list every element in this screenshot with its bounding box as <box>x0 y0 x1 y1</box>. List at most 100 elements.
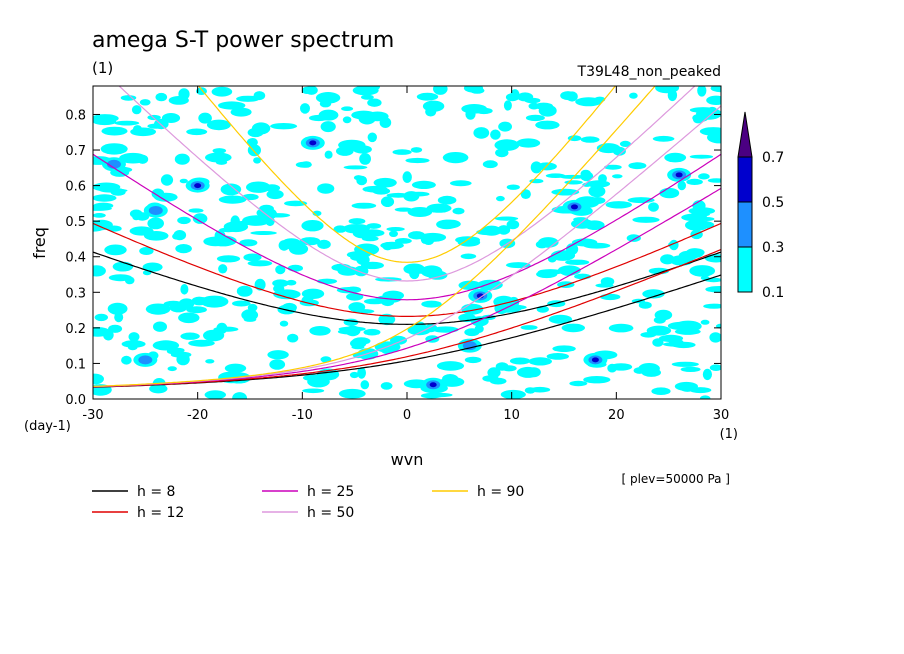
contour-blob <box>299 237 321 246</box>
colorbar-label: 0.5 <box>762 195 784 211</box>
contour-blob <box>405 157 430 164</box>
contour-blob <box>604 164 622 170</box>
contour-blob <box>155 92 168 102</box>
inertio-gravity-curve <box>93 153 721 301</box>
contour-blob <box>667 89 678 102</box>
contour-blob <box>526 367 541 378</box>
contour-blob <box>346 251 371 259</box>
legend-label: h = 12 <box>137 505 184 521</box>
dispersion-curves <box>93 86 721 388</box>
contour-spot-core <box>429 382 437 388</box>
contour-blob <box>501 365 517 372</box>
contour-blob <box>286 279 297 286</box>
contour-blob <box>173 230 187 241</box>
contour-blob <box>342 116 352 124</box>
contour-blob <box>680 366 701 372</box>
contour-blob <box>236 285 253 297</box>
contour-blob <box>333 225 347 233</box>
colorbar-label: 0.1 <box>762 285 784 301</box>
contour-blob <box>224 363 247 373</box>
contour-blob <box>266 189 284 200</box>
contour-blob <box>301 288 325 299</box>
x-axis: -30 -20 -10 0 10 20 30 <box>82 86 729 423</box>
contour-blob <box>119 152 147 164</box>
contour-blob <box>93 114 119 123</box>
x-tick-label: -10 <box>292 408 313 423</box>
inertio-gravity-curve <box>197 86 617 263</box>
contour-blob <box>287 264 303 272</box>
contour-blob <box>354 309 375 314</box>
x-tick-label: 10 <box>503 408 520 423</box>
run-label: T39L48_non_peaked <box>577 64 721 80</box>
contour-blob <box>346 292 364 301</box>
contour-blob <box>360 380 370 390</box>
colorbar-band-0 <box>737 246 753 293</box>
contour-blob <box>520 325 538 330</box>
contour-blob <box>535 120 560 130</box>
contour-blob <box>160 174 174 186</box>
contour-blob <box>610 363 633 371</box>
x-tick-label: 0 <box>403 408 411 423</box>
contour-blob <box>192 213 208 224</box>
contour-blob <box>668 338 684 347</box>
contour-blob <box>220 183 242 196</box>
contour-blob <box>460 253 477 260</box>
contour-blob <box>495 148 509 158</box>
contour-blob <box>320 121 336 133</box>
contour-blob <box>598 174 607 184</box>
contour-blob <box>442 374 459 383</box>
contour-blob <box>275 265 286 275</box>
contour-blob <box>559 174 586 179</box>
contour-blob <box>302 388 325 394</box>
contour-blob <box>363 328 381 336</box>
colorbar-band-2 <box>737 156 753 203</box>
contour-blob <box>715 323 721 329</box>
contour-blob <box>494 139 520 151</box>
contour-blob <box>426 203 452 213</box>
contour-blob <box>566 91 578 102</box>
contour-blob <box>218 195 247 204</box>
contour-blob <box>100 143 128 155</box>
contour-blob <box>139 247 154 255</box>
contour-blob <box>93 202 114 209</box>
contour-blob <box>343 224 371 233</box>
contour-blob <box>389 230 398 237</box>
contour-blob <box>517 92 534 102</box>
contour-blob <box>528 357 552 366</box>
contour-blob <box>186 128 208 136</box>
contour-blob <box>230 215 240 227</box>
contour-blob <box>503 100 512 111</box>
contour-blob <box>380 382 393 390</box>
contour-blob <box>500 389 526 399</box>
contour-blob <box>139 99 151 106</box>
contour-blob <box>267 213 291 218</box>
contour-blob <box>506 219 520 230</box>
contour-blob <box>372 187 391 195</box>
contour-blob <box>654 309 673 321</box>
contour-blob <box>700 395 711 399</box>
contour-blob <box>359 153 371 165</box>
contour-blob <box>174 153 190 165</box>
contour-blob <box>582 182 592 187</box>
contour-blob <box>436 361 465 371</box>
contour-spot-core <box>309 140 317 146</box>
contour-blob <box>114 312 124 323</box>
contour-blob <box>470 87 485 94</box>
contour-blob <box>688 207 716 215</box>
contour-blob <box>143 231 169 241</box>
contour-blob <box>336 146 354 156</box>
contour-blob <box>457 238 481 247</box>
contour-blob <box>700 319 710 325</box>
contour-blob <box>534 102 553 110</box>
contour-blob <box>93 194 117 202</box>
contour-blob <box>664 152 687 163</box>
contour-blob <box>163 300 183 307</box>
contour-blob <box>652 338 664 347</box>
x-unit-label: (1) <box>720 427 738 442</box>
contour-blob <box>561 323 585 333</box>
contour-blob <box>707 178 721 183</box>
plot-area <box>92 85 722 400</box>
contour-blob <box>464 356 482 364</box>
legend-label: h = 25 <box>307 484 354 500</box>
contour-blob <box>269 359 286 370</box>
